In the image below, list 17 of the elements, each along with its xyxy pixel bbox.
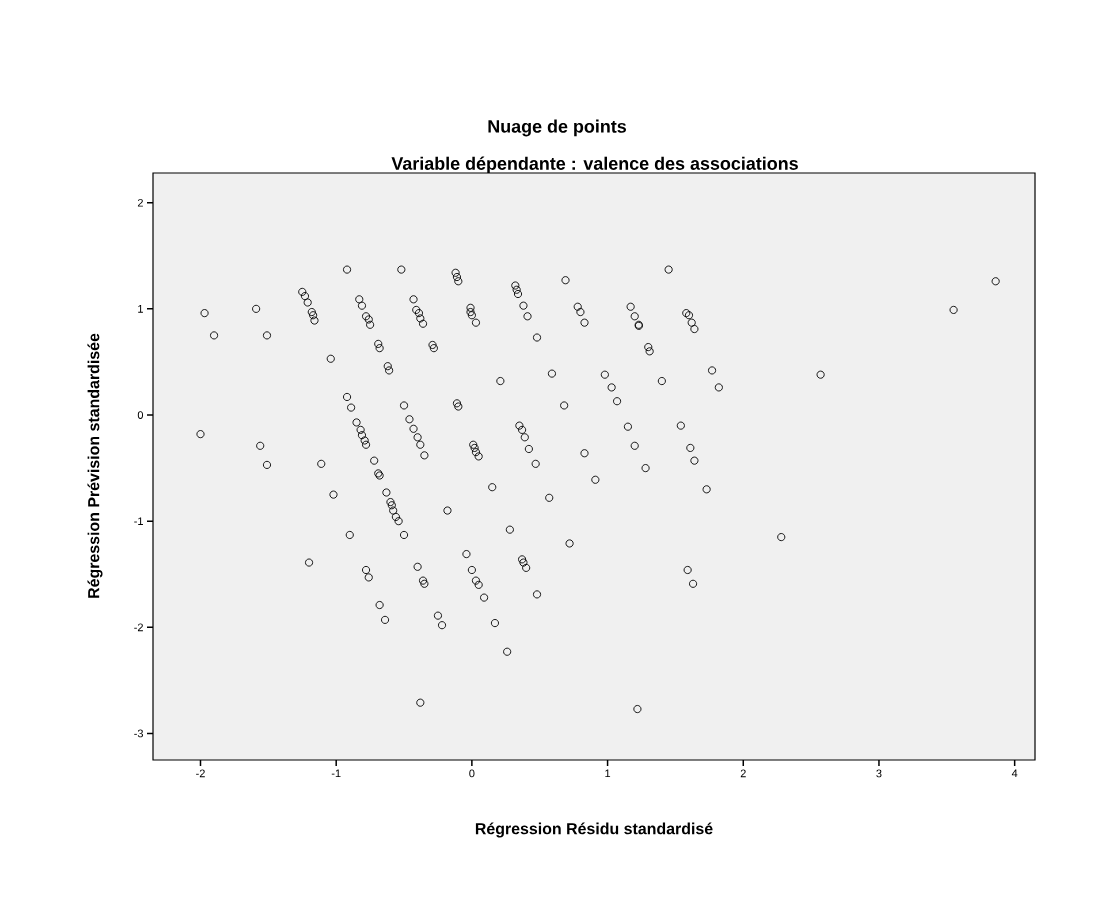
y-tick-label: -1 bbox=[134, 517, 143, 525]
y-axis-title: Régression Prévision standardisée bbox=[87, 333, 103, 598]
chart-subtitle: Variable dépendante : valence des associations bbox=[391, 156, 798, 174]
x-tick-label: -1 bbox=[331, 769, 341, 778]
y-tick-label: -3 bbox=[134, 729, 143, 738]
x-tick-label: 0 bbox=[469, 769, 475, 778]
x-tick-label: 4 bbox=[1011, 769, 1018, 778]
x-tick-label: 3 bbox=[876, 769, 882, 778]
y-tick-label: 0 bbox=[137, 411, 144, 419]
y-tick-label: 2 bbox=[137, 198, 143, 207]
y-tick-label: -2 bbox=[134, 623, 143, 632]
x-tick-label: 2 bbox=[740, 769, 746, 778]
x-axis-title: Régression Résidu standardisé bbox=[475, 822, 713, 838]
x-tick-label: -2 bbox=[196, 769, 205, 778]
y-tick-label: 1 bbox=[138, 305, 143, 313]
x-tick-label: 1 bbox=[605, 769, 611, 778]
chart-title: Nuage de points bbox=[488, 119, 627, 137]
